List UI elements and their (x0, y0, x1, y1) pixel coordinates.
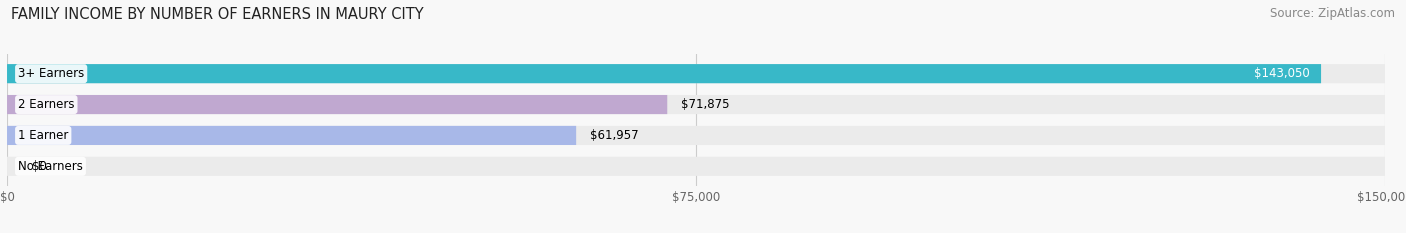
Text: 3+ Earners: 3+ Earners (18, 67, 84, 80)
FancyBboxPatch shape (7, 126, 576, 145)
Text: $61,957: $61,957 (591, 129, 638, 142)
FancyBboxPatch shape (7, 64, 1385, 83)
Text: No Earners: No Earners (18, 160, 83, 173)
Text: Source: ZipAtlas.com: Source: ZipAtlas.com (1270, 7, 1395, 20)
Text: $143,050: $143,050 (1254, 67, 1310, 80)
Text: 1 Earner: 1 Earner (18, 129, 69, 142)
Text: FAMILY INCOME BY NUMBER OF EARNERS IN MAURY CITY: FAMILY INCOME BY NUMBER OF EARNERS IN MA… (11, 7, 423, 22)
Text: 2 Earners: 2 Earners (18, 98, 75, 111)
FancyBboxPatch shape (7, 157, 1385, 176)
FancyBboxPatch shape (7, 64, 1322, 83)
Text: $0: $0 (32, 160, 46, 173)
FancyBboxPatch shape (7, 95, 1385, 114)
Text: $71,875: $71,875 (681, 98, 730, 111)
FancyBboxPatch shape (7, 95, 668, 114)
FancyBboxPatch shape (7, 126, 1385, 145)
